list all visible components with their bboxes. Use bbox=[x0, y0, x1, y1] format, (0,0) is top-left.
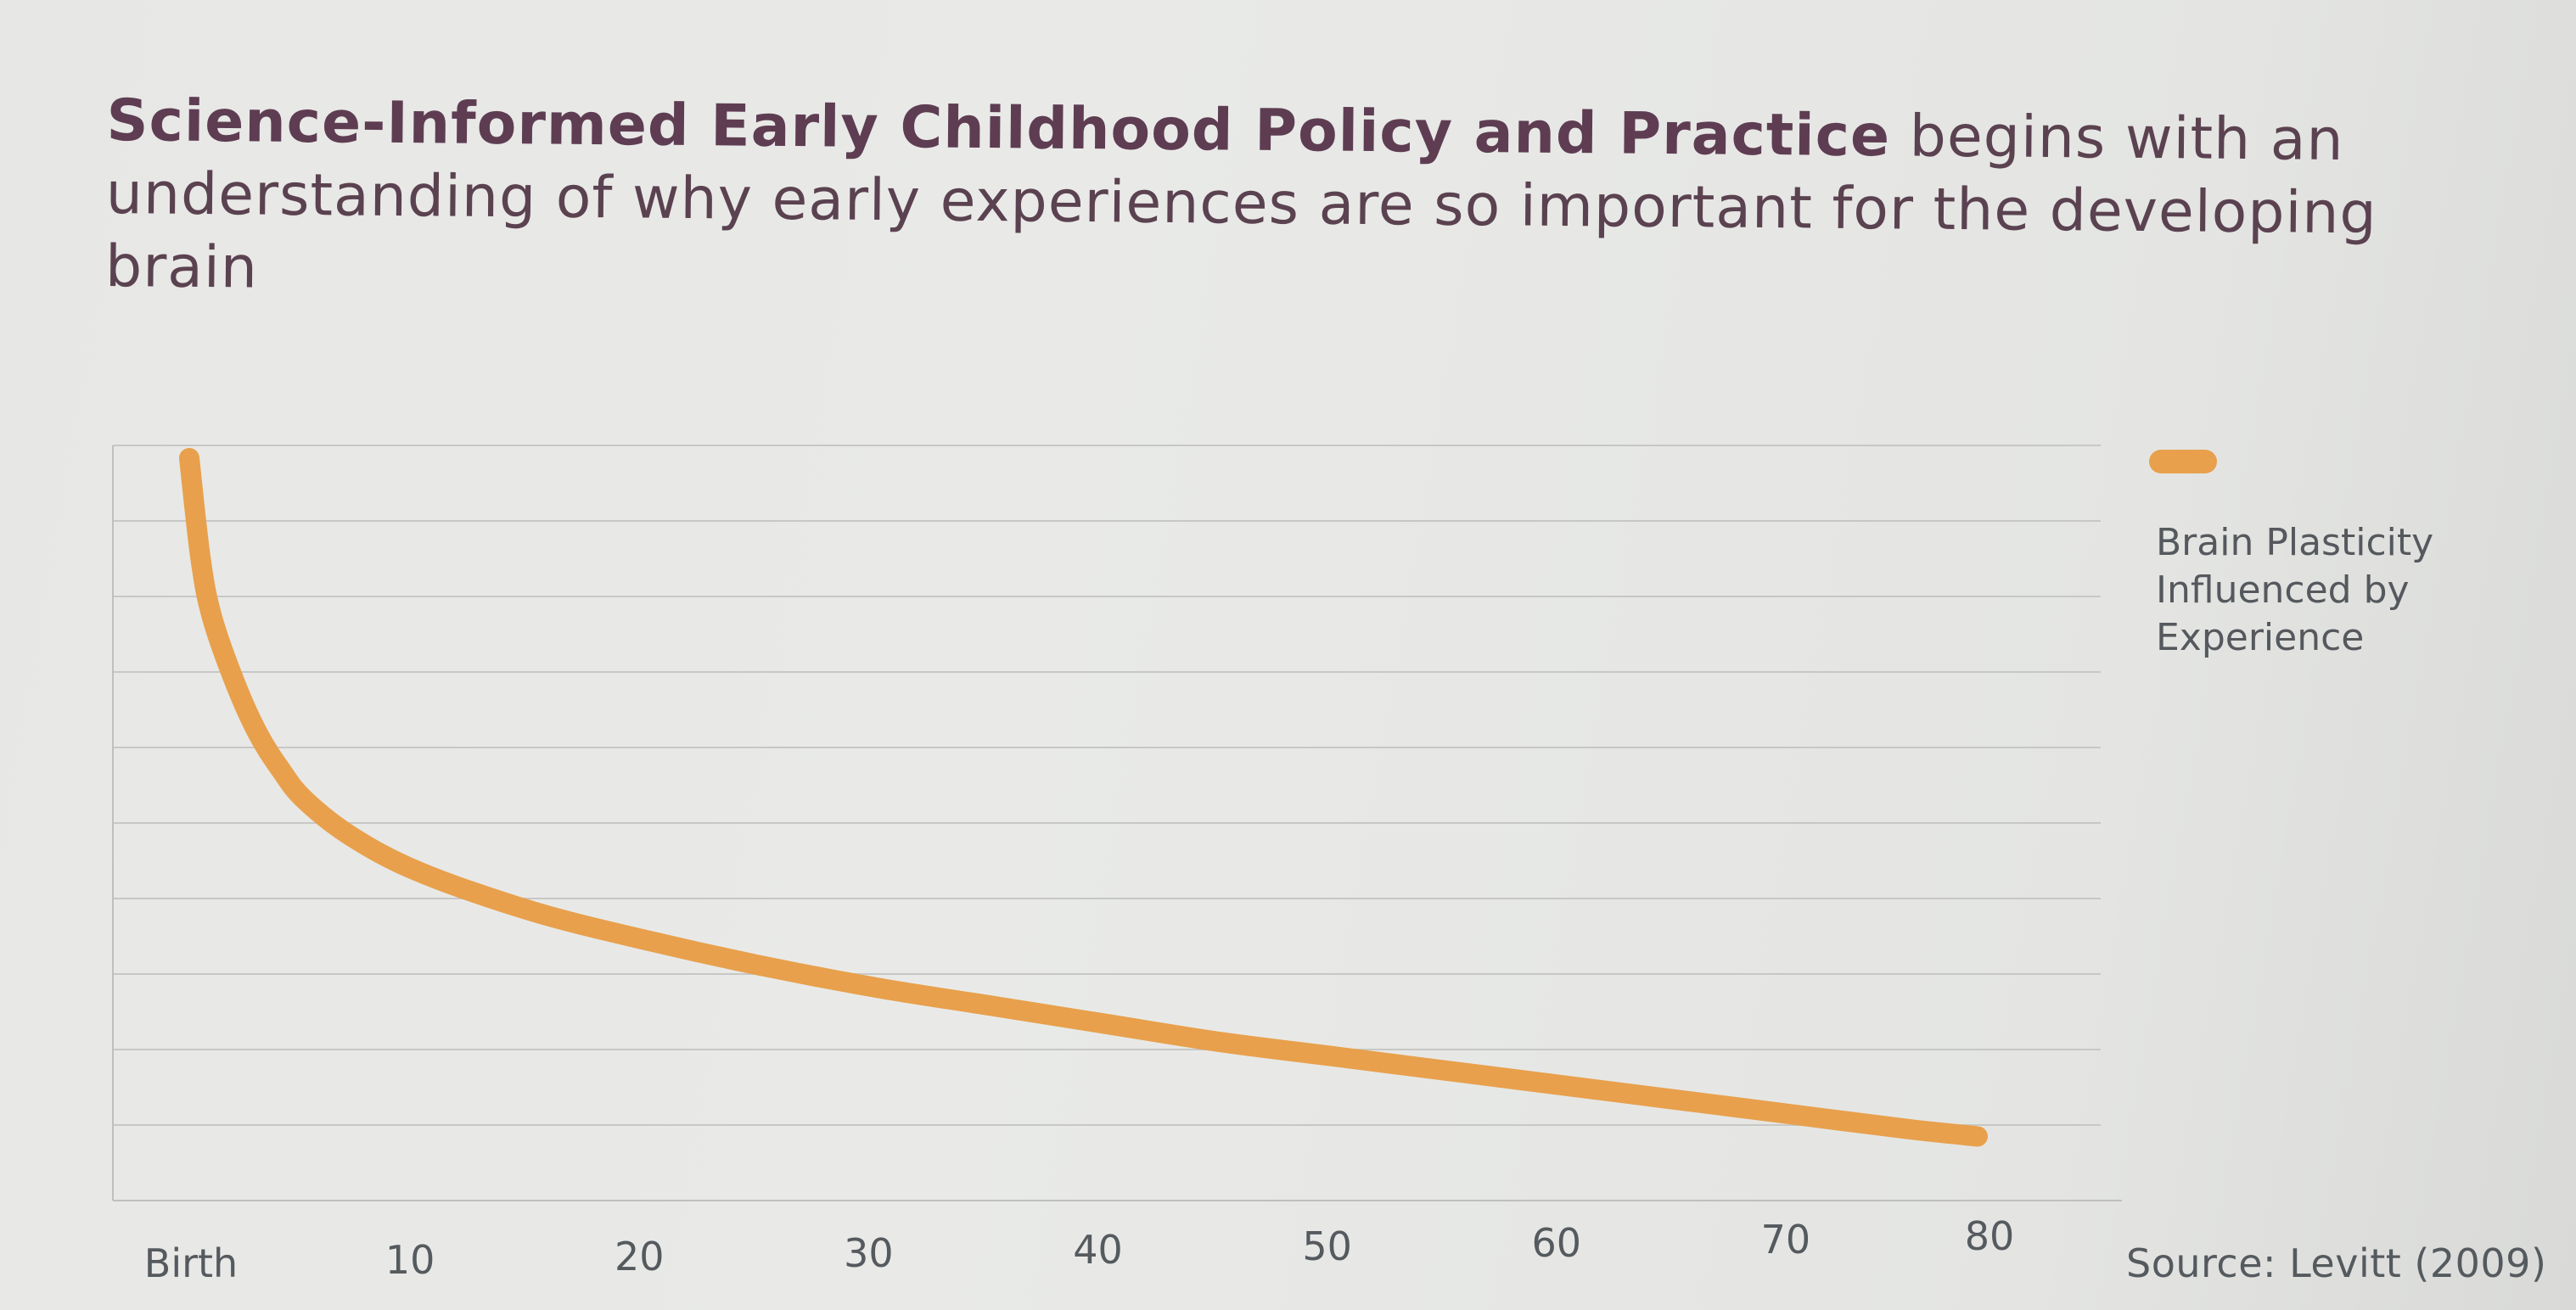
series-line-brain-plasticity bbox=[179, 448, 1988, 1147]
x-tick-label: 10 bbox=[385, 1237, 435, 1283]
x-tick-label: 30 bbox=[844, 1230, 894, 1276]
x-tick-label: 20 bbox=[615, 1234, 665, 1279]
chart-legend bbox=[2149, 450, 2217, 473]
legend-swatch bbox=[2149, 450, 2217, 473]
legend-series-label: Brain Plasticity Influenced by Experienc… bbox=[2156, 521, 2434, 659]
x-tick-label: 50 bbox=[1302, 1223, 1352, 1269]
x-tick-label: 70 bbox=[1761, 1217, 1811, 1262]
x-tick-label: 60 bbox=[1531, 1220, 1581, 1266]
x-tick-label: 40 bbox=[1073, 1227, 1123, 1273]
chart-gridlines bbox=[113, 445, 2101, 1201]
x-axis-ticks: Birth 10 20 30 40 50 60 70 80 bbox=[144, 1213, 2015, 1286]
source-citation: Source: Levitt (2009) bbox=[2126, 1240, 2547, 1286]
x-tick-label: 80 bbox=[1965, 1213, 2015, 1259]
chart-axes bbox=[112, 445, 2122, 1201]
x-tick-label: Birth bbox=[144, 1240, 238, 1286]
chart-series bbox=[179, 448, 1988, 1147]
